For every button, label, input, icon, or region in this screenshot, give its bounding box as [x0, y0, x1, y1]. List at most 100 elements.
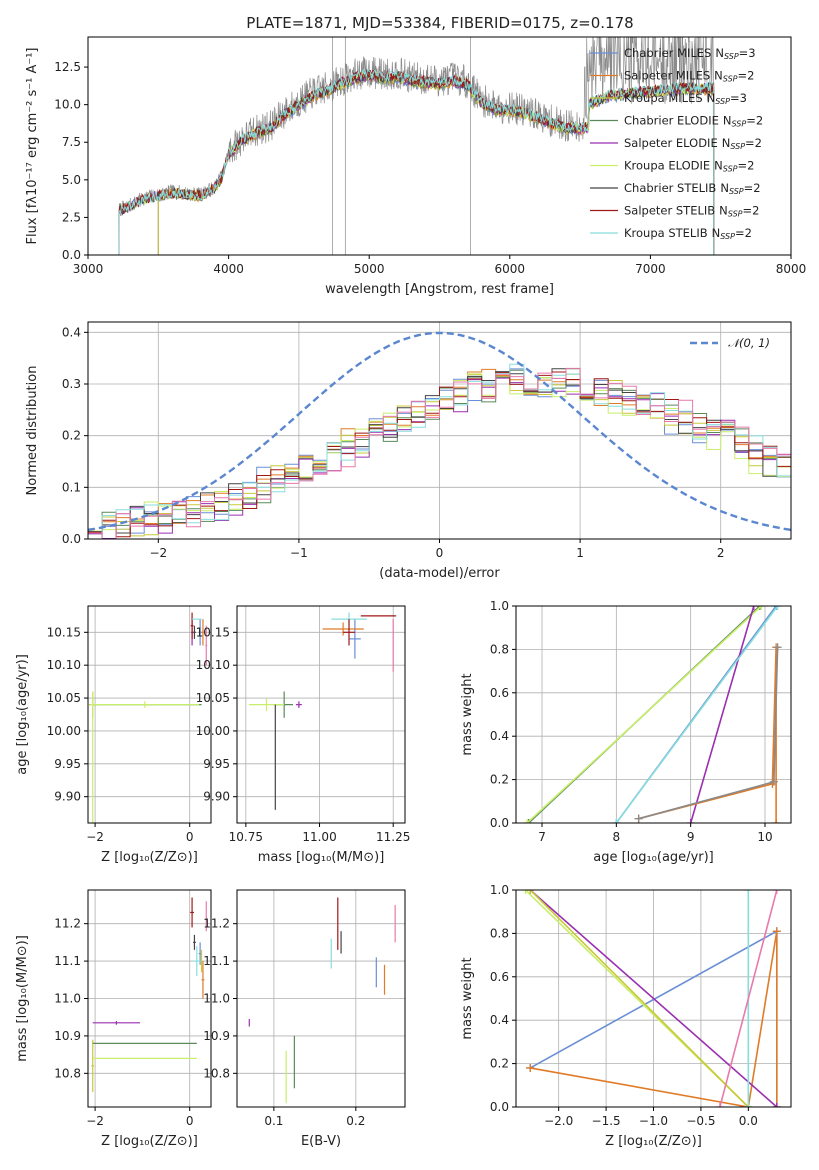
legend-nssp: =2 [737, 159, 754, 173]
legend-sub: SSP [730, 142, 745, 151]
y-tick-label: 10.0 [54, 98, 81, 112]
mass-weight-marker [773, 643, 782, 652]
y-tick-label: 10.05 [47, 691, 81, 705]
legend-n: N [720, 181, 729, 195]
mass-weight-marker [744, 890, 753, 894]
legend-label: Salpeter MILES NSSP=2 [624, 69, 754, 84]
y-tick-label: 0.0 [490, 816, 509, 830]
y-tick-label: 10.8 [54, 1066, 81, 1080]
x-tick-label: 5000 [354, 262, 385, 276]
y-tick-label: 10.9 [203, 1029, 230, 1043]
legend-nssp: =2 [745, 136, 762, 150]
y-tick-label: 0.2 [490, 1057, 509, 1071]
errorbar-point [198, 619, 202, 646]
legend-name: Chabrier STELIB [624, 181, 716, 195]
y-tick-label: 11.0 [54, 992, 81, 1006]
legend-nssp: =2 [746, 114, 763, 128]
y-tick-label: 9.90 [54, 790, 81, 804]
legend-sub: SSP [720, 232, 735, 241]
x-tick-label: −2 [149, 546, 167, 560]
y-tick-label: 0.8 [490, 926, 509, 940]
legend-sub: SSP [731, 120, 746, 129]
mass-weight-line [719, 890, 778, 1107]
axes-frame [87, 321, 792, 540]
y-tick-label: 11.0 [203, 992, 230, 1006]
mass-weight-vs-age-panel: 7 8 9 10 0.0 0.2 0.4 0.6 0.8 1.0 age [log₁₀(age/yr… [460, 599, 792, 865]
y-tick-label: 10.8 [203, 1066, 230, 1080]
legend-sub: SSP [729, 187, 744, 196]
legend-nssp: =2 [735, 226, 752, 240]
legend-label: Salpeter STELIB NSSP=2 [624, 204, 759, 219]
x-tick-label: 2 [717, 546, 725, 560]
axes-frame [236, 889, 406, 1108]
mass-weight-marker [634, 814, 643, 823]
mass-weight-marker [772, 819, 781, 823]
axes-frame [87, 605, 212, 824]
mass-weight-marker [524, 819, 533, 823]
mass-weight-marker [749, 606, 758, 610]
axes-frame [236, 605, 406, 824]
mass-weight-line [638, 647, 777, 823]
y-tick-label: 10.00 [196, 724, 230, 738]
y-tick-label: 0.0 [62, 248, 81, 262]
y-axis-label: mass weight [460, 673, 475, 755]
y-axis-label: mass [log₁₀(M/M⊙)] [15, 935, 30, 1062]
mass-weight-line [530, 931, 778, 1107]
mass-weight-marker [755, 606, 764, 610]
mass-weight-marker [612, 819, 621, 823]
plot-area [91, 897, 207, 1093]
y-tick-label: 9.95 [203, 757, 230, 771]
y-tick-label: 10.15 [47, 625, 81, 639]
legend-n: N [723, 114, 732, 128]
mass-weight-line [526, 606, 762, 823]
mass-weight-vs-metallicity-panel: −2.0 −1.5 −1.0 −0.5 0.0 0.0 0.2 0.4 0.6 0.8 1.0 Z [… [460, 883, 792, 1149]
legend-nssp: =2 [742, 204, 759, 218]
legend-n: N [714, 159, 723, 173]
y-tick-label: 0.1 [62, 480, 81, 494]
legend-n: N [719, 204, 728, 218]
legend-n: N [707, 91, 716, 105]
legend-sub: SSP [715, 97, 730, 106]
legend-name: Chabrier MILES [624, 46, 711, 60]
y-tick-label: 11.2 [203, 917, 230, 931]
mass-weight-marker [526, 1063, 535, 1072]
y-tick-label: 10.00 [47, 724, 81, 738]
errorbar-point [205, 625, 208, 666]
errorbar-point [349, 619, 361, 659]
x-tick-label: −1.0 [639, 1114, 668, 1128]
legend-name: Salpeter STELIB [624, 204, 715, 218]
x-axis-label: E(B-V) [301, 1134, 341, 1149]
legend-label: Salpeter ELODIE NSSP=2 [624, 136, 762, 151]
y-tick-label: 0.4 [490, 1013, 509, 1027]
y-tick-label: 0.2 [490, 773, 509, 787]
x-tick-label: 7 [538, 830, 546, 844]
x-tick-label: 6000 [495, 262, 526, 276]
plot-area [248, 897, 396, 1104]
x-tick-label: −1 [290, 546, 308, 560]
mass-weight-marker [772, 1103, 781, 1107]
legend-label: Kroupa STELIB NSSP=2 [624, 226, 752, 241]
x-tick-label: 10 [757, 830, 772, 844]
x-axis-label: age [log₁₀(age/yr)] [593, 850, 714, 865]
errorbar-point [91, 1039, 95, 1093]
normal-distribution-curve [88, 331, 791, 532]
y-tick-label: 12.5 [54, 60, 81, 74]
y-tick-label: 11.1 [203, 954, 230, 968]
observed-spectrum-line [118, 37, 589, 255]
x-tick-label: 4000 [213, 262, 244, 276]
y-tick-label: 5.0 [62, 173, 81, 187]
y-axis-label: Normed distribution [25, 366, 40, 496]
legend-name: Salpeter MILES [624, 69, 710, 83]
plot-area [88, 331, 791, 539]
mass-vs-extinction-panel: 0.1 0.2 10.8 10.9 11.0 11.1 11.2 E(B-V) [203, 889, 406, 1149]
errorbar-point [343, 619, 355, 646]
y-tick-label: 2.5 [62, 210, 81, 224]
mass-weight-line [615, 606, 779, 823]
mass-weight-marker [773, 606, 782, 610]
legend-sub: SSP [723, 165, 738, 174]
y-tick-label: 0.6 [490, 970, 509, 984]
normal-legend-label: 𝒩(0, 1) [728, 336, 770, 350]
errorbar-point [92, 1020, 141, 1025]
legend-sub: SSP [724, 52, 739, 61]
